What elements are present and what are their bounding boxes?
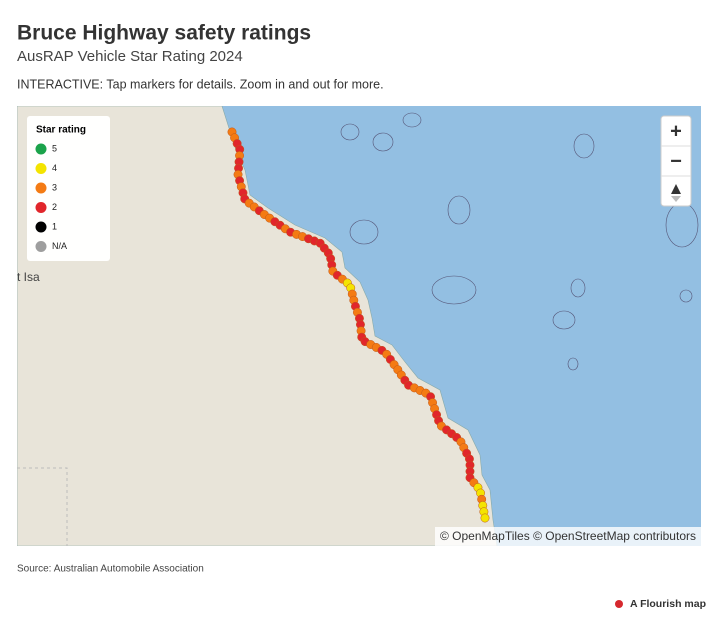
border [17, 467, 68, 546]
compass[interactable] [671, 184, 681, 194]
legend-swatch [35, 221, 47, 233]
land [17, 106, 498, 546]
place-label: t Isa [17, 270, 40, 284]
legend-swatch [35, 163, 47, 174]
compass-south [671, 196, 681, 202]
legend-label: N/A [52, 241, 67, 251]
credit[interactable]: A Flourish map [630, 598, 706, 610]
zoom-controls: + − [660, 115, 692, 207]
map[interactable]: t Isa Star rating 5 4 3 2 1 N/A + − © OpenMap… [17, 106, 701, 546]
legend-label: 3 [52, 182, 57, 192]
subtitle: AusRAP Vehicle Star Rating 2024 [17, 48, 243, 65]
legend-label: 1 [52, 221, 57, 231]
route-marker[interactable] [480, 513, 490, 523]
legend-swatch [35, 143, 47, 155]
instruction: INTERACTIVE: Tap markers for details. Zo… [17, 77, 384, 91]
legend-label: 5 [52, 143, 57, 153]
zoom-out[interactable]: − [670, 150, 682, 172]
title: Bruce Highway safety ratings [17, 22, 311, 45]
legend-box [27, 116, 110, 261]
legend: Star rating 5 4 3 2 1 N/A [27, 116, 110, 261]
flourish-logo [615, 600, 623, 608]
route [227, 127, 490, 523]
legend-swatch [35, 182, 47, 194]
legend-swatch [35, 202, 47, 213]
attribution: © OpenMapTiles © OpenStreetMap contribut… [440, 529, 696, 543]
legend-label: 4 [52, 163, 57, 173]
legend-label: 2 [52, 202, 57, 212]
islands [340, 112, 699, 371]
source: Source: Australian Automobile Associatio… [17, 564, 204, 575]
zoom-box [660, 115, 692, 207]
legend-title: Star rating [36, 125, 86, 136]
attribution-box [435, 527, 701, 546]
zoom-in[interactable]: + [670, 120, 682, 142]
legend-swatch [35, 241, 47, 252]
